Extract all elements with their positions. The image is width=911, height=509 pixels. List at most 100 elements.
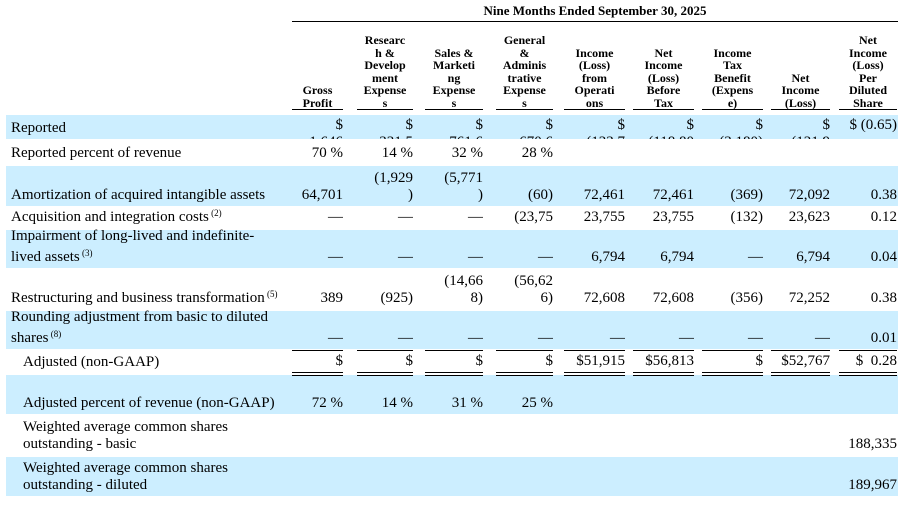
total-double-rule [564, 372, 625, 376]
row-label: Amortization of acquired intangible asse… [11, 187, 266, 203]
table-cell: 72,092 [788, 187, 830, 203]
table-cell [771, 457, 830, 496]
table-cell: 0.38 [870, 187, 897, 203]
table-cell: $ 670,6 [519, 117, 553, 139]
column-header-line: Income [849, 45, 887, 60]
total-double-rule [425, 372, 483, 376]
table-cell [702, 375, 763, 414]
table-cell: 72,608 [583, 290, 625, 306]
table-cell: 0.12 [870, 209, 897, 225]
table-cell: — [398, 249, 413, 265]
column-header-line: Operati [574, 83, 615, 97]
column-header: Gross Profit [292, 24, 343, 110]
table-cell: (23,75 [514, 209, 553, 225]
column-header-line: (Loss) [784, 95, 817, 110]
table-cell: — [538, 330, 553, 346]
table-cell: $ (0.65) [849, 117, 898, 133]
table-cell: 0.38 [870, 290, 897, 306]
table-cell: (56,62 6) [514, 273, 553, 306]
table-cell: — [468, 330, 483, 346]
column-header-line: Expense [363, 83, 407, 97]
total-double-rule [633, 372, 694, 376]
column-header-line: Per [859, 70, 877, 85]
table-cell: — [398, 209, 413, 225]
table-cell: $ (3,180) [719, 117, 763, 139]
column-header-line: General [503, 33, 546, 47]
table-cell: — [398, 330, 413, 346]
total-double-rule [771, 372, 830, 376]
table-row: Restructuring and business transformatio… [6, 270, 898, 309]
table-row: Reported $ 1,646 $ 331,5 $ 761,6 $ 670,6 $ (1… [6, 115, 898, 139]
table-cell [633, 375, 694, 414]
table-cell: 14 % [381, 395, 413, 411]
table-cell: $ [405, 353, 414, 369]
column-header-line: (Expens [711, 83, 754, 97]
column-header-line: Income [575, 45, 614, 60]
total-double-rule [496, 372, 553, 376]
table-cell: 72,252 [788, 290, 830, 306]
table-cell [357, 416, 413, 455]
table-cell: 25 % [521, 395, 553, 411]
table-cell: 23,623 [788, 209, 830, 225]
table-cell: 72 % [311, 395, 343, 411]
table-cell [564, 457, 625, 496]
column-header-line: Before [646, 83, 681, 97]
table-cell: — [610, 330, 625, 346]
table-cell: $ (123,7 [586, 117, 625, 139]
table-row: Adjusted (non-GAAP) $ $ $ $ $51,915 $56,813 $ $5… [6, 351, 898, 373]
table-cell: — [679, 330, 694, 346]
subtotal-rule [357, 350, 413, 351]
column-header-line: Income [781, 83, 820, 97]
table-cell: 72,608 [652, 290, 694, 306]
table-cell: 64,701 [301, 187, 343, 203]
table-cell [633, 457, 694, 496]
total-double-rule [357, 372, 413, 376]
table-cell: $ [755, 353, 764, 369]
table-cell [425, 457, 483, 496]
table-cell: (5,771 ) [444, 170, 483, 203]
table-cell [633, 140, 694, 164]
row-label: Rounding adjustment from basic to dilute… [11, 309, 269, 346]
column-header-line: Tax [723, 58, 742, 72]
row-label: Weighted average common shares outstandi… [23, 419, 228, 452]
column-header-line: (Loss) [852, 58, 884, 72]
table-cell: (369) [730, 187, 764, 203]
column-header: Income Tax Benefit (Expens e) [702, 24, 763, 110]
table-cell: (14,66 8) [444, 273, 483, 306]
table-cell [633, 416, 694, 455]
column-header-line: Tax [654, 95, 673, 110]
table-cell: 70 % [311, 145, 343, 161]
column-header-line: Gross [302, 83, 333, 97]
row-label: Reported percent of revenue [11, 145, 182, 161]
table-cell [771, 416, 830, 455]
column-header-line: Sales & [434, 45, 474, 60]
row-label: Restructuring and business transformatio… [11, 289, 278, 306]
row-label: Weighted average common shares outstandi… [23, 460, 228, 493]
row-label: Acquisition and integration costs (2) [11, 208, 222, 225]
total-double-rule [702, 372, 763, 376]
table-cell: (1,929 ) [374, 170, 413, 203]
table-cell: (356) [730, 290, 764, 306]
table-cell: — [468, 209, 483, 225]
table-cell [292, 457, 343, 496]
column-header-line: ng [447, 70, 461, 85]
footnote-marker: (2) [208, 208, 222, 218]
table-cell: 6,794 [591, 249, 625, 265]
table-cell: 0.04 [870, 249, 897, 265]
column-header-line: Share [853, 95, 883, 110]
column-header-line: ons [585, 95, 604, 110]
table-cell: $52,767 [781, 353, 830, 369]
column-header-line: e) [727, 95, 738, 110]
subtotal-rule [425, 350, 483, 351]
table-cell: — [328, 249, 343, 265]
row-label: Adjusted (non-GAAP) [23, 354, 160, 370]
table-cell [702, 457, 763, 496]
table-cell: — [748, 330, 763, 346]
table-cell: 14 % [381, 145, 413, 161]
column-header-line: Profit [302, 95, 333, 110]
table-cell: $51,915 [576, 353, 625, 369]
table-cell: 23,755 [652, 209, 694, 225]
column-header-line: Researc [364, 33, 406, 47]
column-header-line: s [382, 95, 388, 110]
table-cell: 0.01 [870, 330, 897, 346]
